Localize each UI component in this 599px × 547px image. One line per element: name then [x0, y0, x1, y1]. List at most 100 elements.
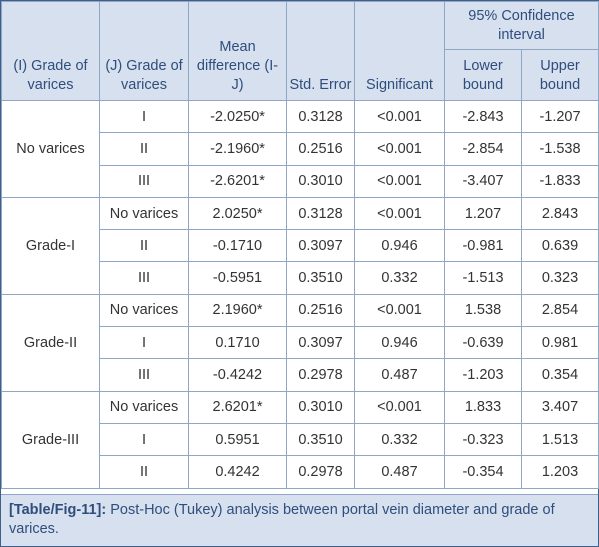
- header-grade-j: (J) Grade of varices: [99, 1, 189, 101]
- header-std-error: Std. Error: [286, 1, 355, 101]
- mean-difference-cell: -0.5951: [188, 261, 287, 295]
- header-grade-i: (I) Grade of varices: [1, 1, 100, 101]
- grade-j-cell: II: [99, 132, 189, 166]
- table-row: II -0.1710 0.3097 0.946 -0.981 0.639: [2, 229, 599, 263]
- significance-cell: 0.946: [354, 229, 445, 263]
- mean-difference-cell: 0.5951: [188, 422, 287, 457]
- grade-i-cell: No varices: [1, 100, 100, 198]
- table-row: III -0.4242 0.2978 0.487 -1.203 0.354: [2, 358, 599, 392]
- significance-cell: <0.001: [354, 390, 445, 424]
- upper-bound-cell: 2.854: [521, 293, 599, 328]
- significance-cell: 0.487: [354, 358, 445, 392]
- grade-j-cell: I: [99, 422, 189, 457]
- header-mean-difference: Mean difference (I-J): [188, 1, 287, 101]
- grade-j-cell: II: [99, 455, 189, 489]
- mean-difference-cell: 0.4242: [188, 455, 287, 489]
- std-error-cell: 0.3128: [286, 196, 355, 231]
- significance-cell: <0.001: [354, 132, 445, 166]
- upper-bound-cell: 1.203: [521, 455, 599, 489]
- upper-bound-cell: 0.981: [521, 326, 599, 360]
- lower-bound-cell: -2.854: [444, 132, 522, 166]
- upper-bound-cell: 0.354: [521, 358, 599, 392]
- mean-difference-cell: -2.1960*: [188, 132, 287, 166]
- std-error-cell: 0.3097: [286, 326, 355, 360]
- significance-cell: <0.001: [354, 164, 445, 198]
- mean-difference-cell: 0.1710: [188, 326, 287, 360]
- header-lower-bound: Lower bound: [444, 49, 522, 101]
- upper-bound-cell: -1.538: [521, 132, 599, 166]
- posthoc-table: (I) Grade of varices (J) Grade of varice…: [1, 1, 599, 489]
- upper-bound-cell: 0.639: [521, 229, 599, 263]
- table-row: II -2.1960* 0.2516 <0.001 -2.854 -1.538: [2, 132, 599, 166]
- std-error-cell: 0.3097: [286, 229, 355, 263]
- grade-j-cell: No varices: [99, 293, 189, 328]
- grade-j-cell: III: [99, 164, 189, 198]
- upper-bound-cell: 1.513: [521, 422, 599, 457]
- table-caption: [Table/Fig-11]: Post-Hoc (Tukey) analysi…: [1, 494, 598, 546]
- lower-bound-cell: 1.207: [444, 196, 522, 231]
- std-error-cell: 0.3128: [286, 99, 355, 134]
- mean-difference-cell: -2.0250*: [188, 99, 287, 134]
- significance-cell: 0.332: [354, 261, 445, 295]
- upper-bound-cell: -1.833: [521, 164, 599, 198]
- grade-i-cell: Grade-I: [1, 196, 100, 295]
- mean-difference-cell: -0.1710: [188, 229, 287, 263]
- caption-label: [Table/Fig-11]:: [9, 502, 107, 518]
- header-significant: Significant: [354, 1, 445, 101]
- table-row: Grade-III No varices 2.6201* 0.3010 <0.001 1.…: [1, 390, 599, 489]
- std-error-cell: 0.3010: [286, 390, 355, 424]
- grade-i-cell: Grade-III: [1, 390, 100, 489]
- grade-j-cell: I: [99, 326, 189, 360]
- significance-cell: 0.946: [354, 326, 445, 360]
- mean-difference-cell: -0.4242: [188, 358, 287, 392]
- significance-cell: <0.001: [354, 293, 445, 328]
- table-row: III -0.5951 0.3510 0.332 -1.513 0.323: [2, 261, 599, 295]
- lower-bound-cell: -1.513: [444, 261, 522, 295]
- mean-difference-cell: -2.6201*: [188, 164, 287, 198]
- significance-cell: <0.001: [354, 196, 445, 231]
- header-upper-bound: Upper bound: [521, 49, 599, 101]
- std-error-cell: 0.3510: [286, 422, 355, 457]
- upper-bound-cell: 2.843: [521, 196, 599, 231]
- significance-cell: <0.001: [354, 99, 445, 134]
- mean-difference-cell: 2.1960*: [188, 293, 287, 328]
- mean-difference-cell: 2.6201*: [188, 390, 287, 424]
- std-error-cell: 0.3510: [286, 261, 355, 295]
- grade-j-cell: I: [99, 99, 189, 134]
- lower-bound-cell: -2.843: [444, 99, 522, 134]
- upper-bound-cell: -1.207: [521, 99, 599, 134]
- table-header: (I) Grade of varices (J) Grade of varice…: [1, 1, 599, 101]
- grade-j-cell: No varices: [99, 390, 189, 424]
- grade-i-cell: Grade-II: [1, 293, 100, 392]
- lower-bound-cell: -0.981: [444, 229, 522, 263]
- std-error-cell: 0.2516: [286, 293, 355, 328]
- lower-bound-cell: 1.538: [444, 293, 522, 328]
- std-error-cell: 0.2978: [286, 358, 355, 392]
- table-row: Grade-II No varices 2.1960* 0.2516 <0.001 1.5…: [1, 293, 599, 392]
- mean-difference-cell: 2.0250*: [188, 196, 287, 231]
- grade-j-cell: II: [99, 229, 189, 263]
- std-error-cell: 0.3010: [286, 164, 355, 198]
- grade-j-cell: III: [99, 358, 189, 392]
- lower-bound-cell: -0.354: [444, 455, 522, 489]
- table-body: No varices I -2.0250* 0.3128 <0.001 -2.843 -1.…: [1, 99, 599, 489]
- table-row: Grade-I No varices 2.0250* 0.3128 <0.001 1.20…: [1, 196, 599, 295]
- lower-bound-cell: -1.203: [444, 358, 522, 392]
- grade-j-cell: No varices: [99, 196, 189, 231]
- table-row: No varices I -2.0250* 0.3128 <0.001 -2.843 -1.…: [1, 99, 599, 198]
- upper-bound-cell: 3.407: [521, 390, 599, 424]
- upper-bound-cell: 0.323: [521, 261, 599, 295]
- lower-bound-cell: -0.639: [444, 326, 522, 360]
- std-error-cell: 0.2978: [286, 455, 355, 489]
- lower-bound-cell: 1.833: [444, 390, 522, 424]
- significance-cell: 0.332: [354, 422, 445, 457]
- std-error-cell: 0.2516: [286, 132, 355, 166]
- table-row: II 0.4242 0.2978 0.487 -0.354 1.203: [2, 455, 599, 489]
- caption-text: Post-Hoc (Tukey) analysis between portal…: [9, 502, 555, 537]
- grade-j-cell: III: [99, 261, 189, 295]
- table-row: I 0.5951 0.3510 0.332 -0.323 1.513: [2, 422, 599, 457]
- significance-cell: 0.487: [354, 455, 445, 489]
- lower-bound-cell: -3.407: [444, 164, 522, 198]
- lower-bound-cell: -0.323: [444, 422, 522, 457]
